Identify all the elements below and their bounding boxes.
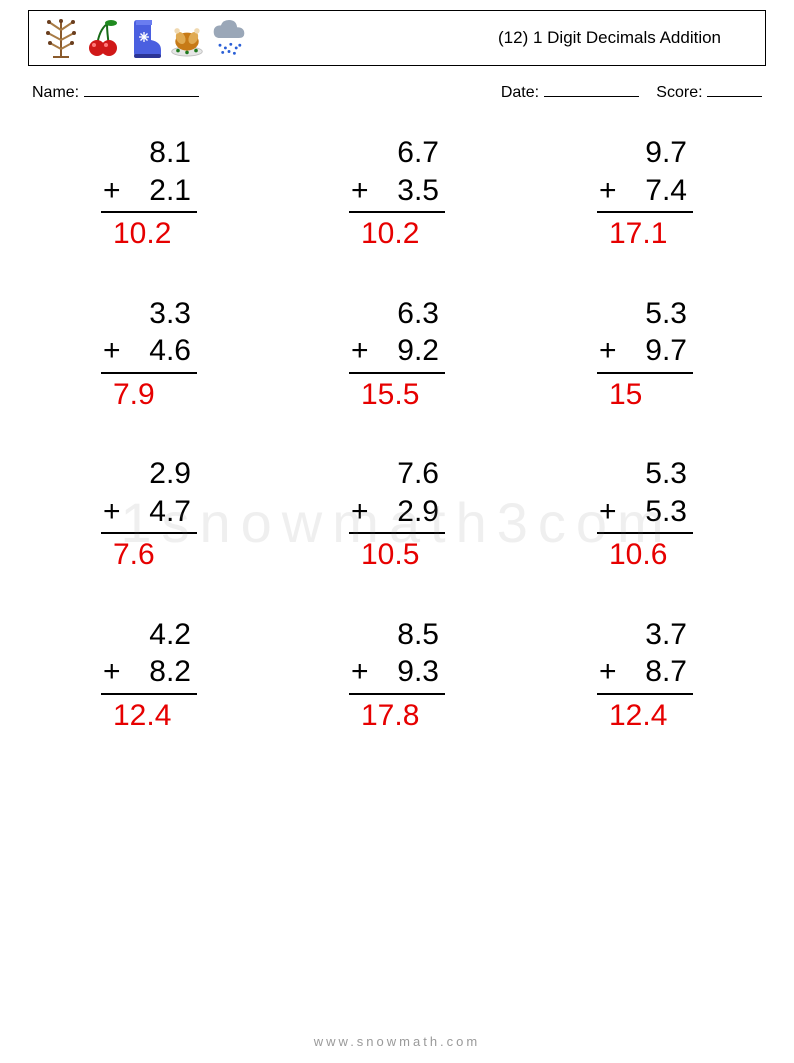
cherries-icon — [85, 16, 121, 60]
problem: 3.7+8.712.4 — [556, 616, 734, 735]
problem: 6.7+3.510.2 — [308, 134, 486, 253]
name-field: Name: — [28, 80, 199, 102]
tree-icon — [43, 16, 79, 60]
operand-bottom: 5.3 — [621, 493, 693, 531]
answer: 10.2 — [101, 213, 197, 253]
operator: + — [101, 332, 125, 370]
operator: + — [597, 653, 621, 691]
operator: + — [101, 172, 125, 210]
operand-bottom: 7.4 — [621, 172, 693, 210]
rain-cloud-icon — [211, 16, 247, 60]
operand-bottom: 9.7 — [621, 332, 693, 370]
operator: + — [101, 653, 125, 691]
answer: 17.8 — [349, 695, 445, 735]
operand-top: 6.7 — [349, 134, 445, 172]
problem: 5.3+9.715 — [556, 295, 734, 414]
answer: 12.4 — [101, 695, 197, 735]
problem: 9.7+7.417.1 — [556, 134, 734, 253]
turkey-icon — [169, 16, 205, 60]
problem: 6.3+9.215.5 — [308, 295, 486, 414]
problem: 2.9+4.77.6 — [60, 455, 238, 574]
answer: 10.5 — [349, 534, 445, 574]
header-box: (12) 1 Digit Decimals Addition — [28, 10, 766, 66]
name-blank[interactable] — [84, 80, 199, 97]
answer: 15 — [597, 374, 693, 414]
answer: 10.2 — [349, 213, 445, 253]
problem: 8.5+9.317.8 — [308, 616, 486, 735]
operand-bottom-row: +3.5 — [349, 172, 445, 214]
problems-grid: 8.1+2.110.26.7+3.510.29.7+7.417.13.3+4.6… — [60, 134, 734, 734]
operand-bottom: 4.6 — [125, 332, 197, 370]
boot-icon — [127, 16, 163, 60]
operand-bottom: 8.7 — [621, 653, 693, 691]
answer: 17.1 — [597, 213, 693, 253]
answer: 12.4 — [597, 695, 693, 735]
operand-top: 5.3 — [597, 295, 693, 333]
operand-top: 4.2 — [101, 616, 197, 654]
operand-bottom-row: +9.7 — [597, 332, 693, 374]
score-blank[interactable] — [707, 80, 762, 97]
score-label: Score: — [656, 84, 702, 101]
operator: + — [349, 172, 373, 210]
operator: + — [349, 493, 373, 531]
operator: + — [349, 332, 373, 370]
operand-top: 2.9 — [101, 455, 197, 493]
worksheet-title: (12) 1 Digit Decimals Addition — [498, 28, 751, 48]
operand-bottom-row: +4.6 — [101, 332, 197, 374]
operand-bottom-row: +4.7 — [101, 493, 197, 535]
operator: + — [597, 493, 621, 531]
problem: 8.1+2.110.2 — [60, 134, 238, 253]
operand-bottom-row: +8.7 — [597, 653, 693, 695]
date-label: Date: — [501, 84, 539, 101]
problem: 5.3+5.310.6 — [556, 455, 734, 574]
operand-bottom-row: +2.9 — [349, 493, 445, 535]
operator: + — [101, 493, 125, 531]
answer: 7.6 — [101, 534, 197, 574]
operand-bottom: 4.7 — [125, 493, 197, 531]
problem: 4.2+8.212.4 — [60, 616, 238, 735]
operand-bottom: 9.2 — [373, 332, 445, 370]
operator: + — [349, 653, 373, 691]
operand-bottom-row: +7.4 — [597, 172, 693, 214]
answer: 7.9 — [101, 374, 197, 414]
operand-top: 3.7 — [597, 616, 693, 654]
operand-top: 6.3 — [349, 295, 445, 333]
operand-bottom-row: +9.3 — [349, 653, 445, 695]
problem: 3.3+4.67.9 — [60, 295, 238, 414]
operand-bottom: 2.1 — [125, 172, 197, 210]
operand-bottom-row: +5.3 — [597, 493, 693, 535]
operand-top: 5.3 — [597, 455, 693, 493]
operand-bottom: 2.9 — [373, 493, 445, 531]
date-blank[interactable] — [544, 80, 639, 97]
operand-bottom: 9.3 — [373, 653, 445, 691]
operator: + — [597, 172, 621, 210]
header-icons — [43, 16, 247, 60]
operand-bottom-row: +8.2 — [101, 653, 197, 695]
operand-bottom-row: +2.1 — [101, 172, 197, 214]
operand-top: 9.7 — [597, 134, 693, 172]
operand-top: 3.3 — [101, 295, 197, 333]
operand-top: 8.1 — [101, 134, 197, 172]
operand-top: 8.5 — [349, 616, 445, 654]
answer: 10.6 — [597, 534, 693, 574]
operator: + — [597, 332, 621, 370]
name-label: Name: — [32, 84, 79, 101]
info-row: Name: Date: Score: — [28, 80, 766, 102]
operand-bottom: 3.5 — [373, 172, 445, 210]
footer-url: www.snowmath.com — [0, 1034, 794, 1049]
operand-bottom: 8.2 — [125, 653, 197, 691]
problem: 7.6+2.910.5 — [308, 455, 486, 574]
operand-top: 7.6 — [349, 455, 445, 493]
answer: 15.5 — [349, 374, 445, 414]
operand-bottom-row: +9.2 — [349, 332, 445, 374]
